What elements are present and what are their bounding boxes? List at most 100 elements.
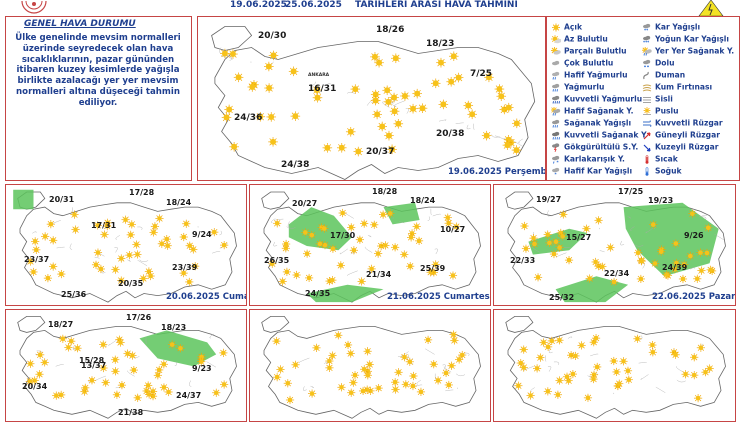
sun-icon (467, 109, 477, 120)
sun-icon (127, 220, 136, 229)
province-boundary (55, 364, 64, 367)
sun-icon (247, 82, 258, 92)
sun-icon (688, 209, 697, 218)
sun-icon (448, 271, 458, 280)
sun-icon (221, 112, 232, 123)
legend-item: Kum Fırtınası (642, 82, 712, 93)
sun-icon (701, 368, 710, 377)
sun-icon (529, 234, 538, 243)
province-boundary (548, 348, 553, 354)
legend-label: Puslu (655, 106, 679, 116)
sun-icon (111, 367, 120, 376)
sun-icon (412, 222, 421, 231)
sun-icon (132, 240, 141, 249)
province-boundary (127, 370, 135, 377)
sun-icon (315, 239, 324, 248)
sun-icon (512, 118, 522, 129)
legend-label: Hafif Yağmurlu (564, 70, 628, 80)
province-boundary (556, 252, 567, 258)
turkey-map-day-1 (13, 189, 237, 303)
sun-icon (112, 390, 122, 399)
hail-icon (642, 59, 652, 68)
sun-icon (514, 381, 523, 390)
temp-label: 23/37 (24, 255, 50, 264)
province-boundary (310, 385, 314, 389)
sun-icon (360, 365, 369, 374)
sun-icon (162, 235, 171, 244)
sun-icon (543, 230, 552, 239)
sun-icon (433, 376, 443, 385)
sun-icon (556, 228, 565, 238)
sun-icon (696, 248, 705, 257)
legend-item: Yağmurlu (551, 82, 604, 93)
province-boundary (273, 241, 278, 247)
legend-label: Sağanak Yağışlı (564, 118, 632, 128)
sun-icon (416, 387, 426, 396)
sun-icon (185, 241, 194, 250)
sun-icon (389, 106, 400, 117)
sun-icon (564, 256, 574, 265)
legend-item: Az Bulutlu (551, 34, 608, 45)
sun-icon (484, 72, 494, 83)
sun-icon (423, 335, 433, 344)
sun-icon (400, 353, 409, 362)
temp-label: 20/35 (118, 279, 144, 288)
svg-text:**: ** (644, 27, 649, 31)
sun-icon (706, 265, 715, 274)
temp-label: 9/23 (192, 364, 212, 373)
province-boundary (392, 217, 394, 219)
sun-icon (453, 72, 464, 83)
sun-icon (197, 357, 206, 366)
temp-label: 22/34 (604, 269, 630, 278)
sun-icon (155, 214, 164, 223)
temp-label: 18/28 (372, 187, 398, 196)
general-weather-box: GENEL HAVA DURUMU Ülke genelinde mevsim … (5, 16, 192, 181)
sun-icon (383, 97, 394, 107)
sun-icon (374, 384, 383, 393)
sun-icon (549, 249, 559, 259)
sun-icon (328, 351, 337, 360)
province-boundary (114, 247, 118, 253)
sun-icon (111, 355, 120, 364)
sun-icon (391, 385, 400, 394)
temp-label: 18/24 (166, 198, 192, 207)
legend-label: Kuvvetli Rüzgar (655, 118, 723, 128)
temp-label: 9/26 (684, 231, 704, 240)
sun-icon (609, 277, 619, 287)
sun-icon (503, 102, 514, 113)
province-boundary (137, 226, 143, 231)
sun-icon (81, 383, 90, 392)
sun-icon (357, 277, 366, 286)
sun-icon (662, 270, 671, 279)
temp-label: 10/27 (440, 225, 466, 234)
sun-icon (228, 49, 238, 59)
sun-icon (583, 393, 593, 402)
province-boundary (364, 246, 373, 253)
temp-label: 24/39 (662, 263, 688, 272)
province-boundary (115, 235, 120, 240)
sun-icon (363, 347, 372, 356)
province-boundary (457, 387, 459, 389)
sun-icon (282, 267, 292, 276)
sun-icon (387, 144, 397, 155)
sun-icon (325, 363, 334, 372)
sun-icon (648, 340, 657, 350)
sun-icon (334, 331, 343, 340)
province-boundary (84, 360, 88, 366)
sun-icon (530, 239, 539, 249)
sun-icon (452, 222, 461, 231)
province-boundary (286, 226, 296, 229)
sun-icon (67, 337, 76, 346)
province-boundary (29, 385, 33, 388)
sun-icon (191, 262, 200, 271)
sun-icon (87, 376, 97, 385)
main-forecast-map: ANKARA 20/30 18/26 18/23 7/25 16/31 24/3… (197, 16, 546, 181)
sun-icon (179, 269, 188, 278)
temp-label: 17/25 (618, 187, 644, 196)
sun-icon (117, 254, 126, 263)
forecast-map-day-2: 18/28 20/27 18/24 17/30 10/27 26/35 21/3… (249, 184, 491, 306)
sun-icon (377, 121, 387, 132)
sun-icon (444, 380, 453, 390)
province-boundary (427, 216, 430, 221)
temp-label: 17/31 (91, 221, 117, 230)
